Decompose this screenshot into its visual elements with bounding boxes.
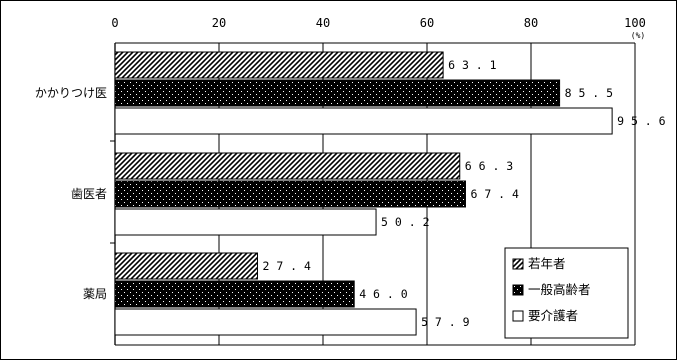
bar-3-3	[114, 308, 417, 336]
category-label: かかりつけ医	[35, 86, 107, 100]
value-label: 2 7 . 4	[262, 259, 311, 273]
value-label: 6 6 . 3	[465, 159, 514, 173]
legend-swatch	[512, 310, 524, 322]
bar-2-1	[114, 79, 561, 107]
x-tick-label: 100	[624, 16, 646, 30]
legend-label: 一般高齢者	[528, 282, 591, 297]
bar-1-1	[114, 51, 444, 79]
bars	[114, 51, 613, 336]
bar-1-2	[114, 152, 461, 180]
x-tick-label: 40	[316, 16, 330, 30]
x-axis: 0 20 40 60 80 100(%)	[110, 16, 646, 346]
value-labels: 6 3 . 1 8 5 . 5 9 5 . 6 6 6 . 3 6 7 . 4 5 0 .…	[262, 58, 665, 329]
x-tick-label: 20	[212, 16, 226, 30]
legend-label: 若年者	[528, 256, 566, 271]
category-label: 歯医者	[71, 187, 107, 201]
bar-3-1	[114, 107, 613, 135]
legend-box	[504, 247, 629, 339]
x-tick-label: 80	[524, 16, 538, 30]
value-label: 5 0 . 2	[381, 215, 429, 229]
legend-swatch	[512, 258, 524, 270]
x-tick-label: 0	[111, 16, 118, 30]
value-label: 5 7 . 9	[421, 315, 470, 329]
legend-swatch	[512, 284, 524, 296]
value-label: 6 7 . 4	[470, 187, 519, 201]
x-unit-label: (%)	[631, 31, 645, 40]
bar-1-3	[114, 252, 258, 280]
bar-2-2	[114, 180, 466, 208]
legend-label: 要介護者	[528, 308, 578, 323]
x-tick-label: 60	[420, 16, 434, 30]
value-label: 4 6 . 0	[359, 287, 408, 301]
bar-2-3	[114, 280, 355, 308]
value-label: 9 5 . 6	[617, 114, 666, 128]
category-label: 薬局	[83, 287, 107, 301]
value-label: 6 3 . 1	[448, 58, 497, 72]
value-label: 8 5 . 5	[565, 86, 613, 100]
bar-3-2	[114, 208, 377, 236]
